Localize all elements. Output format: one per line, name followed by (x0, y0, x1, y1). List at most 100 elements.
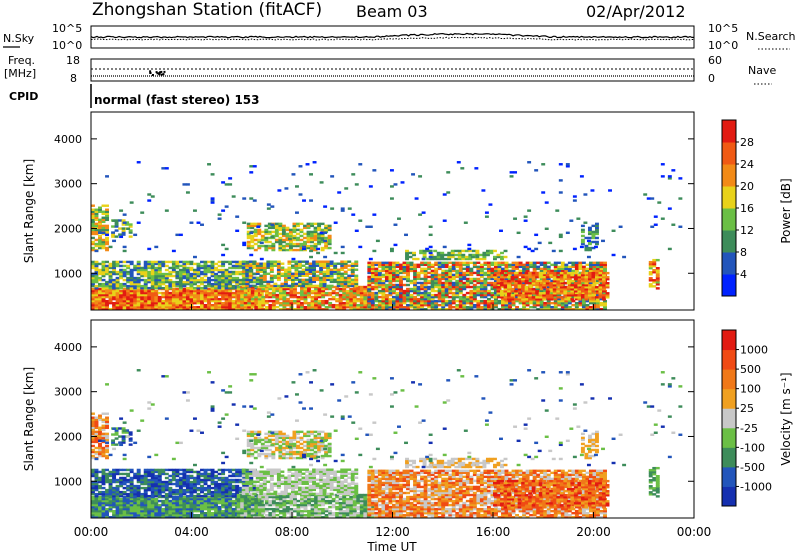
power-cell (271, 226, 276, 230)
velocity-cell (98, 511, 102, 515)
power-cell (553, 307, 558, 311)
power-cell (161, 272, 166, 276)
velocity-cell (150, 501, 155, 505)
power-cell (312, 268, 317, 271)
power-cell (549, 282, 554, 285)
power-cell (114, 221, 119, 224)
velocity-cell (133, 507, 138, 511)
power-cell (300, 297, 304, 301)
velocity-cell (105, 494, 109, 498)
power-cell (501, 307, 505, 311)
power-cell (307, 305, 311, 309)
power-cell (343, 270, 348, 273)
power-cell (193, 297, 197, 301)
power-cell (329, 270, 334, 273)
power-cell (228, 295, 233, 299)
velocity-cell (112, 513, 117, 517)
nsky-trace (90, 32, 694, 39)
velocity-cell (150, 497, 155, 501)
velocity-cell (101, 494, 106, 498)
power-cell (189, 272, 194, 276)
power-cell (108, 274, 113, 278)
velocity-cell (98, 499, 102, 503)
power-cell (433, 249, 438, 253)
velocity-cell (171, 499, 176, 503)
power-cell (285, 248, 290, 252)
power-cell (465, 273, 470, 277)
power-cell (423, 281, 428, 285)
velocity-cell (182, 495, 187, 499)
power-cell (312, 260, 317, 263)
power-cell (246, 224, 251, 228)
power-cell (545, 294, 550, 297)
power-cell (377, 295, 382, 299)
power-cell (557, 261, 562, 265)
power-cell (231, 303, 236, 307)
power-cell (247, 299, 252, 303)
power-cell (312, 161, 317, 164)
power-cell (406, 295, 410, 299)
velocity-cell (231, 501, 236, 505)
power-cell (652, 271, 657, 274)
power-cell (285, 307, 290, 311)
velocity-cell (98, 484, 102, 488)
power-cell (406, 297, 410, 301)
velocity-cell (91, 480, 95, 484)
velocity-cell (126, 474, 131, 478)
power-cell (333, 264, 338, 267)
power-cell (479, 307, 484, 311)
power-cell (203, 293, 208, 297)
power-cell (441, 303, 446, 307)
velocity-cell (178, 507, 183, 511)
power-cell (238, 262, 243, 266)
power-cell (136, 268, 141, 272)
power-cell (343, 264, 348, 267)
power-cell (203, 284, 208, 288)
power-cell (108, 270, 113, 274)
power-cell (98, 287, 102, 291)
velocity-cell (133, 486, 138, 490)
power-cell (514, 271, 519, 275)
power-cell (564, 299, 569, 303)
power-cell (324, 305, 329, 309)
velocity-cell (129, 501, 134, 505)
power-cell (340, 209, 345, 212)
power-cell (527, 161, 532, 164)
power-cell (485, 249, 490, 253)
power-cell (101, 282, 106, 286)
power-cell (143, 266, 148, 270)
power-cell (350, 282, 355, 286)
power-cell (471, 253, 476, 257)
power-cell (193, 274, 197, 278)
power-cell (105, 242, 109, 246)
velocity-cell (189, 501, 194, 505)
power-cell (529, 279, 534, 283)
power-cell (257, 238, 262, 242)
power-cell (161, 167, 166, 170)
power-cell (231, 260, 236, 264)
velocity-cell (207, 495, 211, 499)
power-cell (200, 280, 204, 284)
power-cell (437, 293, 442, 297)
power-cell (535, 292, 540, 295)
power-cell (193, 301, 197, 305)
power-cell (414, 197, 419, 200)
power-cell (605, 292, 610, 295)
power-cell (118, 227, 123, 230)
power-cell (413, 269, 418, 273)
power-cell (236, 287, 241, 291)
power-cell (207, 264, 211, 268)
power-cell (314, 307, 319, 311)
power-cell (250, 289, 255, 293)
power-cell (483, 307, 488, 311)
power-cell (550, 269, 555, 273)
power-cell (574, 303, 579, 307)
velocity-cell (175, 505, 180, 509)
power-cell (98, 220, 102, 224)
power-cell (391, 283, 396, 287)
power-cell (207, 295, 211, 299)
velocity-cell (147, 507, 152, 511)
power-cell (210, 293, 215, 297)
power-cell (350, 266, 355, 269)
power-cell (98, 299, 102, 303)
